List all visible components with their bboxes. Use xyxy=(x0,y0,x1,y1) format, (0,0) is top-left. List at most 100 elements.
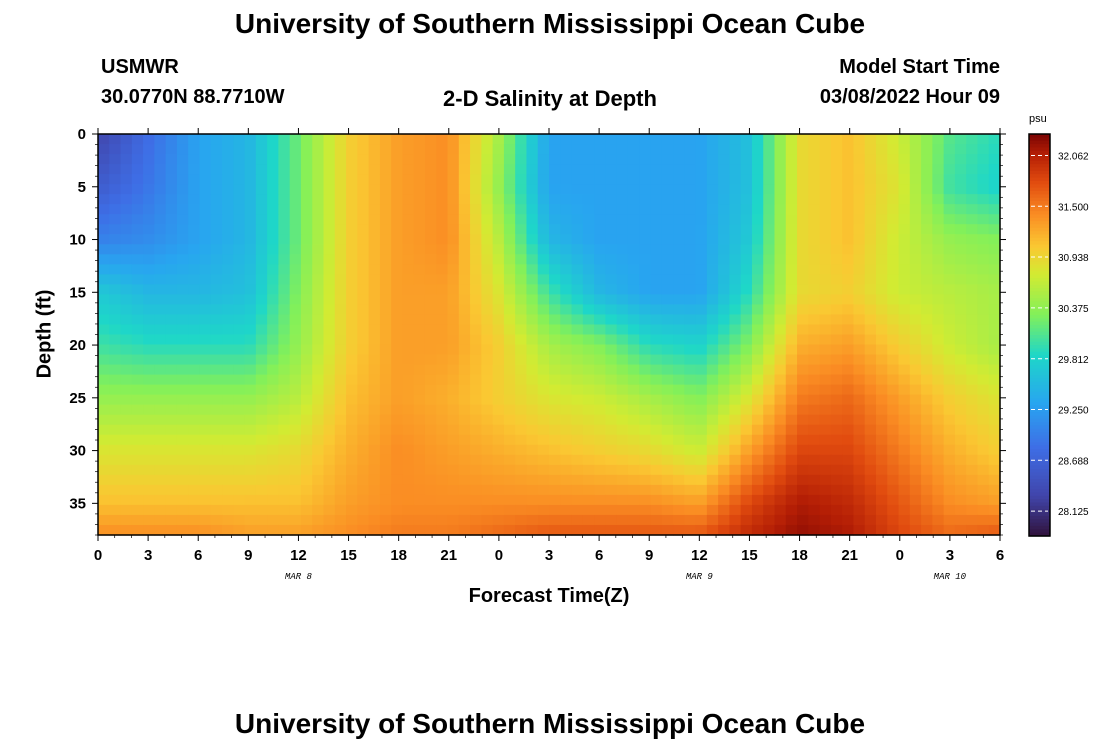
heatmap-cell xyxy=(684,374,697,386)
heatmap-cell xyxy=(785,234,798,245)
heatmap-cell xyxy=(492,404,505,416)
heatmap-cell xyxy=(289,134,302,145)
heatmap-cell xyxy=(143,324,155,336)
colorbar-tick-label: 32.062 xyxy=(1058,152,1089,163)
colorbar-segment xyxy=(1029,217,1050,222)
heatmap-cell xyxy=(267,284,279,295)
heatmap-cell xyxy=(424,144,437,155)
heatmap-cell xyxy=(830,264,843,275)
heatmap-cell xyxy=(785,514,798,526)
heatmap-cell xyxy=(639,164,652,175)
heatmap-cell xyxy=(188,274,201,285)
heatmap-cell xyxy=(729,294,742,306)
heatmap-cell xyxy=(594,284,606,295)
heatmap-cell xyxy=(932,344,945,356)
heatmap-cell xyxy=(763,144,776,155)
heatmap-cell xyxy=(650,444,663,456)
heatmap-cell xyxy=(131,334,144,346)
heatmap-cell xyxy=(549,374,561,386)
heatmap-cell xyxy=(391,454,404,466)
heatmap-cell xyxy=(278,524,291,536)
heatmap-cell xyxy=(402,354,415,366)
heatmap-cell xyxy=(797,294,809,306)
heatmap-cell xyxy=(898,144,911,155)
heatmap-cell xyxy=(774,344,787,356)
heatmap-cell xyxy=(718,454,730,466)
heatmap-cell xyxy=(650,254,663,265)
heatmap-cell xyxy=(605,164,618,175)
heatmap-cell xyxy=(424,344,437,356)
heatmap-cell xyxy=(729,484,742,496)
heatmap-cell xyxy=(458,274,471,285)
heatmap-cell xyxy=(210,204,223,215)
heatmap-cell xyxy=(154,374,167,386)
heatmap-cell xyxy=(785,204,798,215)
heatmap-cell xyxy=(898,334,911,346)
heatmap-cell xyxy=(267,474,279,486)
heatmap-cell xyxy=(560,324,573,336)
heatmap-cell xyxy=(131,264,144,275)
heatmap-cell xyxy=(165,274,178,285)
heatmap-cell xyxy=(751,184,764,195)
x-tick-label: 0 xyxy=(94,547,102,564)
heatmap-cell xyxy=(323,254,336,265)
heatmap-cell xyxy=(98,274,110,285)
heatmap-cell xyxy=(98,194,110,205)
heatmap-cell xyxy=(763,454,776,466)
colorbar-segment xyxy=(1029,251,1050,256)
heatmap-cell xyxy=(199,244,212,255)
heatmap-cell xyxy=(515,354,528,366)
heatmap-cell xyxy=(143,364,155,376)
heatmap-cell xyxy=(740,364,753,376)
heatmap-cell xyxy=(503,484,516,496)
colorbar-segment xyxy=(1029,221,1050,226)
heatmap-cell xyxy=(278,224,291,235)
y-tick-label: 15 xyxy=(69,284,86,301)
heatmap-cell xyxy=(470,394,482,406)
heatmap-cell xyxy=(515,274,528,285)
heatmap-cell xyxy=(131,444,144,456)
heatmap-cell xyxy=(718,434,730,446)
heatmap-cell xyxy=(244,134,257,145)
heatmap-cell xyxy=(718,354,730,366)
heatmap-cell xyxy=(424,164,437,175)
heatmap-cell xyxy=(447,364,460,376)
heatmap-cell xyxy=(898,364,911,376)
heatmap-cell xyxy=(582,384,595,396)
heatmap-cell xyxy=(921,394,933,406)
heatmap-cell xyxy=(763,484,776,496)
heatmap-cell xyxy=(819,364,832,376)
heatmap-cell xyxy=(458,244,471,255)
heatmap-cell xyxy=(300,134,313,145)
heatmap-cell xyxy=(267,144,279,155)
heatmap-cell xyxy=(244,484,257,496)
colorbar-segment xyxy=(1029,485,1050,490)
heatmap-cell xyxy=(909,294,922,306)
colorbar-segment xyxy=(1029,247,1050,252)
heatmap-cell xyxy=(729,154,742,165)
heatmap-cell xyxy=(819,384,832,396)
heatmap-cell xyxy=(582,454,595,466)
colorbar-segment xyxy=(1029,365,1050,370)
heatmap-cell xyxy=(492,224,505,235)
heatmap-cell xyxy=(267,184,279,195)
heatmap-cell xyxy=(740,394,753,406)
heatmap-cell xyxy=(436,494,449,506)
heatmap-cell xyxy=(346,444,358,456)
y-tick-label: 35 xyxy=(69,495,86,512)
colorbar-segment xyxy=(1029,154,1050,159)
heatmap-cell xyxy=(718,374,730,386)
heatmap-cell xyxy=(165,484,178,496)
heatmap-cell xyxy=(278,484,291,496)
heatmap-cell xyxy=(932,504,945,516)
heatmap-cell xyxy=(627,164,640,175)
heatmap-cell xyxy=(684,254,697,265)
heatmap-cell xyxy=(695,394,708,406)
heatmap-cell xyxy=(718,484,730,496)
heatmap-cell xyxy=(650,234,663,245)
heatmap-cell xyxy=(526,134,539,145)
heatmap-cell xyxy=(210,454,223,466)
heatmap-cell xyxy=(424,274,437,285)
heatmap-cell xyxy=(706,444,719,456)
heatmap-cell xyxy=(661,464,674,476)
